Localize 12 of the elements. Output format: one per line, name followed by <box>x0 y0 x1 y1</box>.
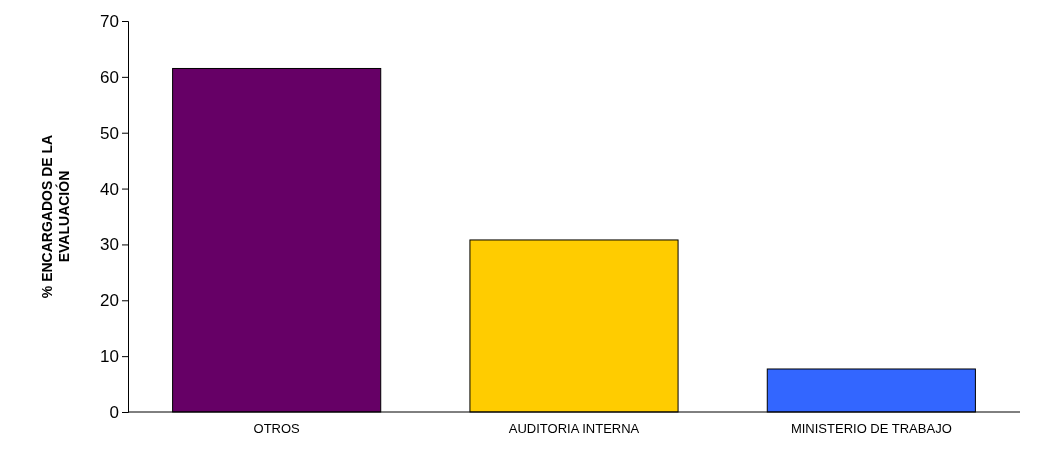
x-tick-label: AUDITORIA INTERNA <box>508 421 640 437</box>
y-tick-label: 0 <box>109 402 119 422</box>
y-tick-label: 20 <box>100 291 119 311</box>
y-tick-label: 30 <box>100 235 119 255</box>
x-tick-label: MINISTERIO DE TRABAJO <box>790 421 952 437</box>
y-tick-label: 60 <box>100 67 119 87</box>
x-tick-label: OTROS <box>253 421 301 437</box>
y-tick-label: 40 <box>100 179 119 199</box>
y-tick-label: 50 <box>100 123 119 143</box>
y-tick-label: 10 <box>100 347 119 367</box>
y-tick-label: 70 <box>100 11 119 31</box>
y-axis-title: % ENCARGADOS DE LA EVALUACIÓN <box>39 134 72 299</box>
